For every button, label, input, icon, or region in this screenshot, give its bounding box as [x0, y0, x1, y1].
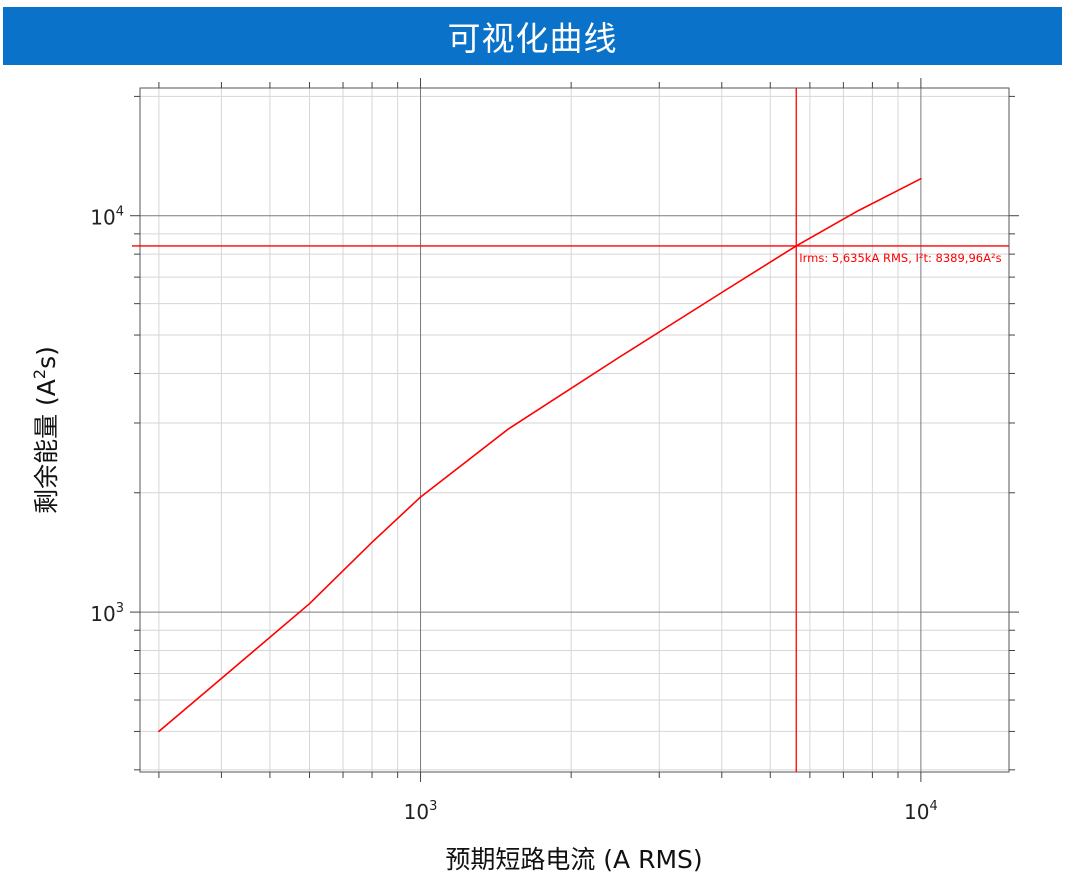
crosshair-readout-label: Irms: 5,635kA RMS, I²t: 8389,96A²s [799, 251, 1001, 265]
y-tick-label-exponent: 4 [116, 205, 124, 220]
chart-page-title: 可视化曲线 [447, 19, 618, 58]
series-layer [158, 177, 922, 733]
x-tick-label-base: 10 [404, 800, 429, 824]
x-tick-label: 104 [904, 799, 938, 824]
y-axis-title-tail: s) [32, 346, 61, 369]
y-tick-label: 104 [90, 205, 124, 230]
minor-gridlines [140, 88, 1009, 772]
x-tick-label-exponent: 4 [929, 799, 937, 814]
y-tick-label-base: 10 [90, 602, 115, 626]
y-tick-label-exponent: 3 [116, 601, 124, 616]
y-tick-label: 103 [90, 601, 124, 626]
let-through-energy-curve [158, 177, 922, 733]
plot-frame [139, 87, 1010, 773]
major-gridlines [140, 88, 1009, 772]
x-tick-label-exponent: 3 [429, 799, 437, 814]
crosshair: Irms: 5,635kA RMS, I²t: 8389,96A²s [132, 88, 1009, 772]
chart-header-bar: 可视化曲线 [3, 7, 1062, 65]
x-tick-label: 103 [404, 799, 438, 824]
x-tick-label-base: 10 [904, 800, 929, 824]
axis-ticks [130, 78, 1019, 782]
y-tick-label-base: 10 [90, 206, 115, 230]
y-axis-title-text: 剩余能量 (A [32, 379, 61, 514]
x-axis-title: 预期短路电流 (A RMS) [445, 845, 702, 874]
y-axis-title-superscript: 2 [30, 369, 49, 379]
y-axis-title: 剩余能量 (A2s) [30, 346, 61, 514]
